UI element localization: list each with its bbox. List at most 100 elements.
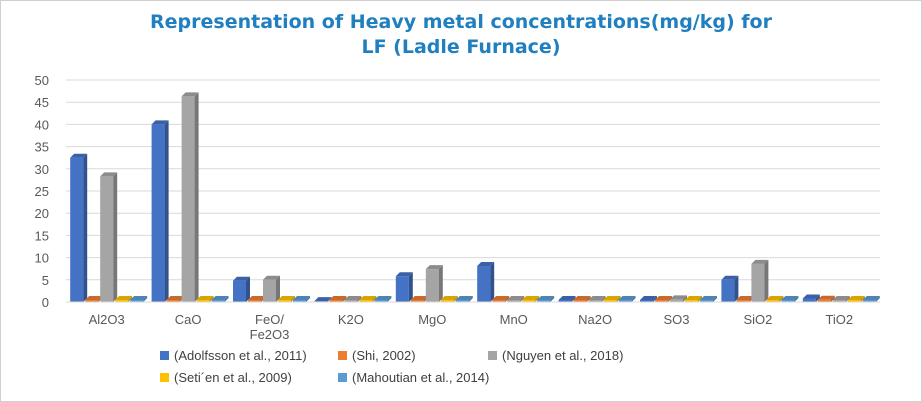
bar-face — [603, 300, 617, 302]
bar-face — [166, 300, 180, 302]
bar — [670, 295, 687, 302]
bar-top — [721, 275, 739, 280]
bar — [248, 296, 265, 302]
bar-side — [194, 92, 199, 302]
bar-side — [698, 296, 702, 302]
bar-top — [618, 296, 636, 300]
bar-face — [263, 279, 276, 302]
bar-face — [181, 96, 195, 302]
y-tick-label: 0 — [42, 295, 49, 310]
bar-top — [425, 265, 443, 270]
bar-top — [196, 296, 214, 300]
bar-side — [209, 296, 214, 302]
bar-top — [85, 296, 103, 300]
bar-top — [847, 296, 865, 300]
bar-side — [830, 295, 835, 302]
bar — [233, 276, 250, 302]
bar-top — [655, 296, 672, 300]
bar-top — [802, 294, 820, 299]
x-tick-label: MgO — [418, 312, 446, 327]
bar-side — [571, 296, 576, 302]
y-tick-label: 45 — [35, 95, 49, 110]
bar-face — [410, 300, 424, 302]
bar-top — [507, 296, 525, 300]
bar-face — [151, 124, 165, 303]
bar-side — [408, 272, 413, 302]
bars — [70, 92, 880, 303]
bar — [395, 272, 413, 302]
bar-side — [815, 294, 820, 302]
legend-item: (Nguyen et al., 2018) — [488, 348, 623, 363]
bar — [100, 172, 118, 302]
bar — [85, 296, 103, 302]
bar — [736, 296, 754, 302]
legend-swatch — [160, 373, 169, 382]
bar-face — [196, 300, 210, 302]
bar-top — [278, 296, 295, 300]
bar-top — [640, 296, 657, 300]
bar-side — [713, 296, 717, 302]
x-tick-label: FeO/Fe2O3 — [250, 312, 290, 342]
bar-top — [588, 296, 606, 300]
bar-face — [395, 276, 409, 302]
y-tick-label: 35 — [35, 140, 49, 155]
bar-top — [344, 296, 362, 300]
bar — [751, 259, 769, 302]
bar-face — [130, 300, 144, 302]
bar-side — [83, 153, 88, 302]
y-tick-label: 5 — [42, 273, 49, 288]
bar-side — [845, 296, 850, 302]
bar — [344, 296, 362, 302]
bar-side — [668, 296, 672, 302]
bar-top — [115, 296, 133, 300]
y-tick-label: 30 — [35, 162, 49, 177]
bar — [847, 296, 865, 302]
bar-face — [211, 300, 225, 302]
bar — [573, 296, 591, 302]
bar — [263, 275, 280, 302]
x-axis: Al2O3 CaO FeO/Fe2O3 K2O MgO MnO Na2O SO3 SiO2 TiO… — [66, 301, 880, 342]
bar — [115, 296, 133, 302]
x-tick-label-line: MnO — [500, 312, 528, 327]
bar-top — [359, 296, 377, 300]
bar-top — [751, 259, 769, 264]
bar-top — [522, 296, 540, 300]
bar-face — [329, 300, 343, 302]
bar-side — [327, 297, 332, 302]
bar-side — [468, 296, 473, 302]
bar — [655, 296, 672, 302]
x-tick-label: K2O — [338, 312, 364, 327]
bar-face — [618, 300, 632, 302]
bar — [329, 296, 347, 302]
bar-face — [655, 300, 668, 302]
bar-face — [233, 280, 246, 302]
bar-top — [248, 296, 265, 300]
bar-top — [410, 296, 428, 300]
y-tick-label: 15 — [35, 228, 49, 243]
bar-top — [817, 295, 835, 300]
bar-side — [875, 296, 880, 302]
bar-face — [522, 300, 536, 302]
bar — [588, 296, 606, 302]
legend-swatch — [338, 351, 347, 360]
x-tick-label-line: FeO/ — [255, 312, 284, 327]
bar-top — [70, 153, 88, 158]
bar — [440, 296, 458, 302]
bar-side — [779, 296, 784, 302]
x-tick-label-line: SiO2 — [743, 312, 772, 327]
bar-face — [248, 300, 261, 302]
bar-side — [764, 259, 769, 302]
bar-face — [425, 269, 439, 302]
bar — [278, 296, 295, 302]
bar-face — [670, 299, 683, 302]
x-tick-label: CaO — [175, 312, 202, 327]
x-tick-label-line: CaO — [175, 312, 202, 327]
bar-side — [505, 296, 510, 302]
bar-face — [802, 298, 816, 302]
bar — [721, 275, 739, 302]
bar-top — [537, 296, 555, 300]
bar-top — [700, 296, 717, 300]
bar — [507, 296, 525, 302]
x-tick-label-line: Fe2O3 — [250, 327, 290, 342]
bar-side — [616, 296, 621, 302]
